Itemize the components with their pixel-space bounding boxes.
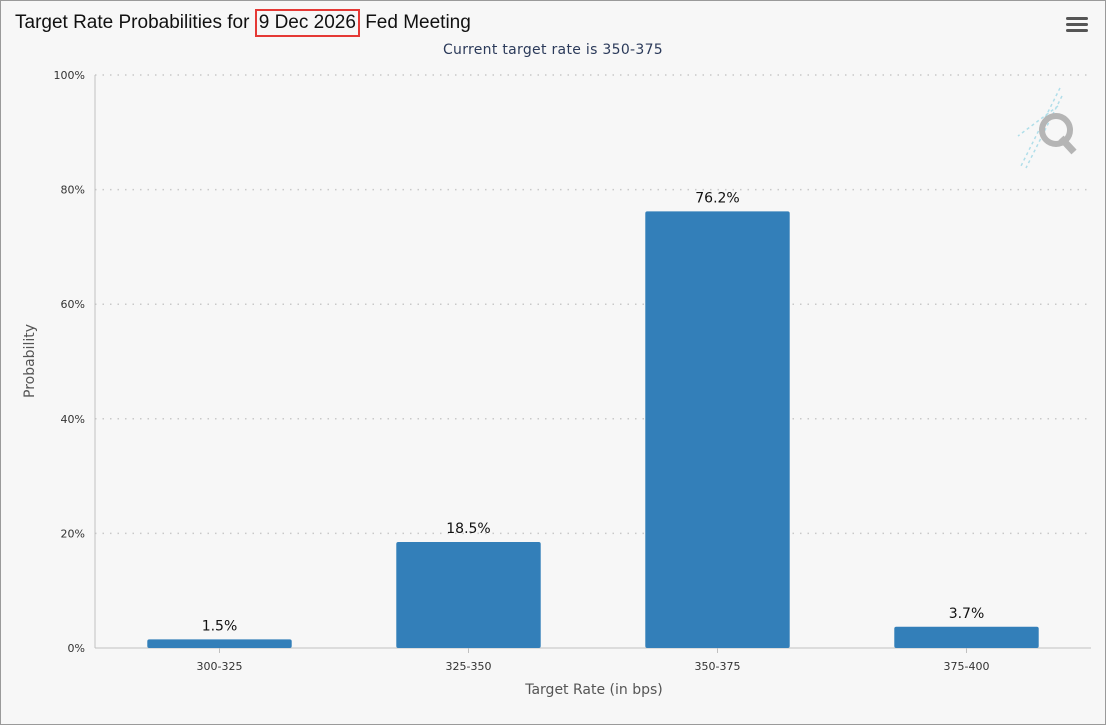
title-date-highlight: 9 Dec 2026 bbox=[254, 9, 360, 37]
x-tick-label: 300-325 bbox=[197, 660, 243, 673]
bar-value-label: 76.2% bbox=[695, 190, 739, 206]
x-tick-label: 350-375 bbox=[695, 660, 741, 673]
bar[interactable] bbox=[894, 626, 1039, 648]
x-axis-title: Target Rate (in bps) bbox=[524, 682, 663, 698]
bar[interactable] bbox=[147, 639, 292, 648]
chart-subtitle: Current target rate is 350-375 bbox=[442, 42, 664, 58]
x-tick-label: 325-350 bbox=[446, 660, 492, 673]
x-tick-label: 375-400 bbox=[944, 660, 990, 673]
title-prefix: Target Rate Probabilities for bbox=[15, 12, 255, 33]
bar-value-label: 18.5% bbox=[446, 521, 490, 537]
labels: 0% 20% 40% 60% 80% 100% 1.5% 300-325 18.5% 325-35… bbox=[54, 69, 990, 673]
y-tick-label: 0% bbox=[68, 642, 85, 655]
y-tick-label: 40% bbox=[61, 413, 85, 426]
y-tick-label: 100% bbox=[54, 69, 85, 82]
grid-lines bbox=[95, 74, 1091, 535]
y-axis-title: Probability bbox=[22, 324, 38, 398]
bar-value-label: 3.7% bbox=[949, 606, 985, 622]
y-tick-label: 20% bbox=[61, 527, 85, 540]
axes bbox=[94, 75, 1091, 653]
hamburger-menu-icon[interactable] bbox=[1066, 17, 1088, 35]
q-logo-icon bbox=[1016, 86, 1078, 174]
title-suffix: Fed Meeting bbox=[359, 12, 471, 33]
bar[interactable] bbox=[396, 541, 541, 648]
bar[interactable] bbox=[645, 211, 790, 648]
bar-value-label: 1.5% bbox=[202, 618, 238, 634]
bars bbox=[147, 211, 1039, 648]
y-tick-label: 80% bbox=[61, 184, 85, 197]
y-tick-label: 60% bbox=[61, 298, 85, 311]
chart-title: Target Rate Probabilities for 9 Dec 2026… bbox=[15, 9, 471, 37]
